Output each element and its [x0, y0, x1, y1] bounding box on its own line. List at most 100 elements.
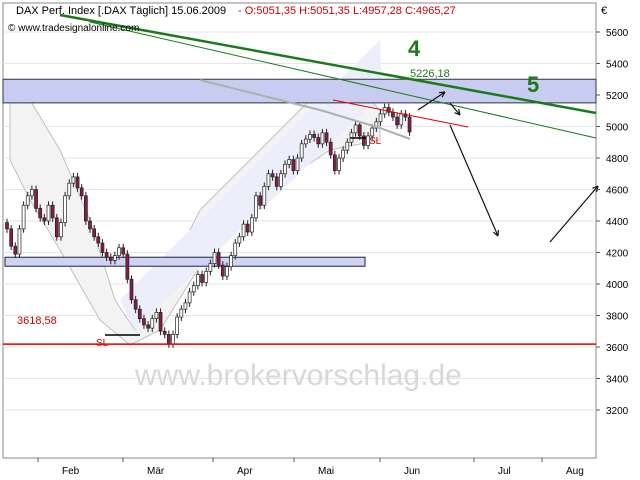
candle — [196, 270, 200, 290]
candle — [337, 154, 341, 175]
y-tick-label: 3600 — [606, 343, 629, 354]
candle — [158, 308, 163, 336]
candle-body — [21, 204, 26, 230]
candle — [208, 259, 213, 276]
candle-body — [38, 208, 43, 219]
candle-body — [370, 127, 375, 137]
candle-body — [212, 252, 217, 264]
candle-body — [291, 159, 296, 171]
candle — [212, 248, 217, 268]
candle — [333, 150, 337, 175]
candle-body — [50, 204, 55, 219]
candle — [237, 232, 242, 247]
candle — [370, 124, 375, 140]
candle-body — [328, 141, 333, 156]
support-box — [4, 256, 366, 267]
watermark: www.brokervorschlag.de — [134, 359, 462, 392]
x-tick-label: Apr — [237, 466, 253, 477]
wave-5-label: 5 — [527, 72, 539, 97]
candle-body — [316, 137, 321, 145]
candle-body — [357, 124, 362, 137]
candle — [100, 239, 105, 257]
candle-body — [250, 217, 254, 233]
support-label: 3618,58 — [17, 315, 57, 327]
candle — [83, 191, 88, 225]
candle-body — [395, 116, 399, 126]
x-axis: Feb Mär Apr Mai Jun Jul Aug — [37, 458, 584, 477]
candle-body — [312, 134, 316, 138]
candle-body — [295, 157, 300, 171]
red-wedge-line — [332, 99, 469, 128]
x-tick-label: Jun — [404, 466, 420, 477]
candle — [108, 253, 113, 265]
candle-body — [270, 173, 275, 178]
candle — [220, 261, 225, 281]
candle — [378, 109, 383, 126]
candle — [328, 138, 333, 159]
y-tick-label: 5000 — [606, 123, 629, 134]
candle-body — [341, 149, 345, 159]
candle-body — [17, 228, 22, 255]
plot-frame — [2, 2, 597, 459]
candle — [59, 218, 63, 241]
candle-body — [100, 242, 105, 253]
candle — [407, 113, 412, 136]
candle-body — [233, 242, 238, 257]
candle — [175, 313, 179, 339]
candles — [5, 103, 412, 348]
candle-body — [137, 308, 142, 320]
upper-trendline — [59, 13, 597, 115]
candle-body — [362, 135, 366, 146]
candle — [366, 132, 370, 150]
candle-body — [266, 173, 271, 187]
candle — [258, 191, 262, 210]
candle — [117, 243, 121, 260]
candle-body — [191, 285, 196, 293]
header-instrument: DAX Perf. Index [.DAX Täglich] 15.06.200… — [16, 5, 226, 17]
candle — [71, 172, 76, 188]
candle — [113, 251, 117, 265]
candle-body — [374, 121, 379, 129]
candle — [46, 201, 51, 225]
candle-body — [71, 176, 76, 184]
candle — [5, 218, 9, 233]
candle-body — [75, 176, 80, 189]
x-tick-label: Mär — [147, 466, 165, 477]
x-tick-label: Feb — [62, 466, 80, 477]
projection-arrow — [417, 91, 446, 111]
lines — [3, 13, 599, 345]
candle-body — [403, 113, 408, 118]
candle-body — [303, 138, 308, 145]
candle-body — [92, 228, 97, 238]
y-tick-label: 4000 — [606, 280, 629, 291]
candle-body — [117, 247, 121, 256]
candle-body — [30, 189, 34, 197]
candle — [324, 128, 329, 147]
candle — [88, 217, 92, 233]
candle — [204, 267, 209, 287]
candle-body — [146, 324, 150, 329]
candle-body — [386, 107, 391, 113]
candle-body — [353, 124, 358, 134]
candle-body — [220, 264, 225, 277]
candle — [316, 133, 321, 148]
y-tick-label: 3800 — [606, 312, 629, 323]
candle — [254, 191, 258, 222]
candle — [299, 139, 304, 162]
candle-body — [125, 253, 130, 280]
candle — [92, 224, 97, 241]
y-tick-label: 3200 — [606, 406, 629, 417]
candle-body — [287, 159, 292, 165]
candle-body — [237, 236, 242, 244]
x-tick-label: Aug — [566, 466, 584, 477]
candle — [9, 224, 13, 251]
candle — [362, 132, 366, 150]
candle-body — [67, 182, 72, 197]
candle-body — [241, 223, 246, 238]
candle-body — [25, 195, 30, 206]
candle — [183, 298, 188, 314]
candle-body — [345, 141, 350, 151]
candle — [63, 191, 67, 227]
candle-body — [204, 271, 209, 283]
candle-body — [391, 111, 395, 118]
